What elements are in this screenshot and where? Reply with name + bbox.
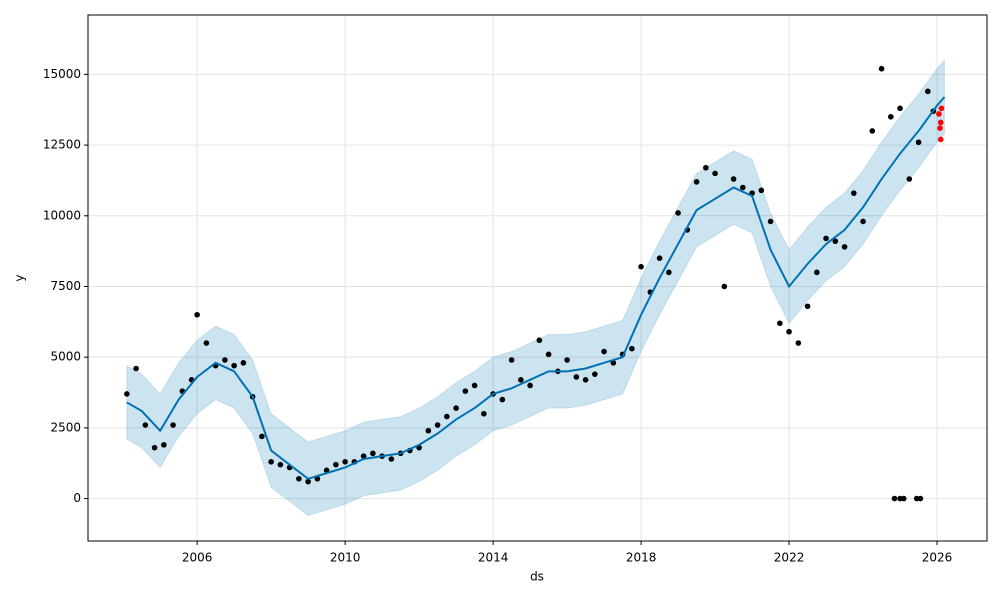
data-point xyxy=(425,427,432,434)
data-point xyxy=(758,187,765,194)
y-tick-label: 2500 xyxy=(50,420,81,434)
data-point xyxy=(638,263,644,270)
data-point xyxy=(240,360,247,366)
y-tick-label: 12500 xyxy=(43,138,81,152)
data-point xyxy=(814,269,820,276)
y-tick-label: 10000 xyxy=(43,208,81,222)
data-point xyxy=(527,382,533,389)
data-point xyxy=(370,450,376,457)
y-tick-label: 0 xyxy=(73,491,81,505)
data-point xyxy=(703,164,709,171)
data-point xyxy=(305,478,311,485)
data-point xyxy=(936,111,942,117)
data-point xyxy=(360,453,367,459)
data-point xyxy=(878,65,885,72)
data-point xyxy=(891,495,898,502)
x-axis-label: ds xyxy=(530,570,544,584)
data-point xyxy=(786,328,792,335)
x-tick-label: 2022 xyxy=(774,551,805,565)
data-point xyxy=(142,422,149,428)
data-point xyxy=(203,340,210,346)
forecast-line xyxy=(126,96,946,480)
y-tick-label: 5000 xyxy=(50,350,81,364)
data-point xyxy=(582,377,589,383)
data-point xyxy=(823,235,829,242)
data-point xyxy=(740,184,746,191)
x-tick-label: 2014 xyxy=(478,551,509,565)
data-point xyxy=(906,176,913,182)
data-point xyxy=(841,244,848,250)
data-point xyxy=(917,495,924,502)
data-point xyxy=(832,238,839,245)
data-point xyxy=(536,337,543,344)
data-point xyxy=(194,311,200,318)
data-point xyxy=(471,382,478,389)
data-point xyxy=(730,176,737,182)
data-point xyxy=(888,114,894,120)
data-point xyxy=(124,391,130,397)
data-point xyxy=(937,136,944,143)
data-point xyxy=(693,179,700,185)
data-point xyxy=(851,190,857,196)
data-point xyxy=(938,105,945,112)
data-point xyxy=(900,495,907,502)
data-point xyxy=(860,218,866,225)
data-point xyxy=(915,139,922,146)
data-point xyxy=(767,218,774,225)
data-point xyxy=(629,345,635,352)
data-point xyxy=(545,351,552,358)
data-point xyxy=(333,461,339,468)
data-point xyxy=(675,210,681,216)
data-point xyxy=(296,475,302,482)
data-point xyxy=(342,459,348,465)
data-point xyxy=(897,105,903,112)
data-point xyxy=(666,269,672,276)
data-point xyxy=(388,456,395,462)
data-point xyxy=(573,374,580,380)
uncertainty-band xyxy=(126,58,945,517)
data-point xyxy=(259,433,265,440)
data-point xyxy=(804,303,811,310)
data-point xyxy=(795,340,802,346)
data-point xyxy=(133,365,139,372)
data-point xyxy=(434,422,441,428)
x-tick-label: 2018 xyxy=(626,551,657,565)
x-tick-label: 2006 xyxy=(182,551,213,565)
data-point xyxy=(231,362,237,369)
data-point xyxy=(712,170,718,177)
x-tick-label: 2010 xyxy=(330,551,361,565)
data-point xyxy=(444,413,450,420)
data-point xyxy=(222,357,228,363)
data-point xyxy=(937,125,943,131)
data-point xyxy=(277,461,284,468)
data-point xyxy=(481,410,487,417)
data-point xyxy=(268,459,274,465)
data-point xyxy=(453,405,459,411)
data-point xyxy=(869,128,876,134)
data-point xyxy=(592,371,598,377)
data-point xyxy=(777,320,783,327)
data-point xyxy=(508,357,515,363)
y-tick-label: 7500 xyxy=(50,279,81,293)
data-point xyxy=(721,283,728,290)
data-point xyxy=(925,88,931,95)
x-tick-label: 2026 xyxy=(922,551,953,565)
data-point xyxy=(564,357,570,363)
data-point xyxy=(462,388,469,394)
data-point xyxy=(170,422,176,428)
plot-frame xyxy=(87,14,988,542)
data-point xyxy=(161,442,167,448)
data-point xyxy=(151,444,158,451)
y-axis-label: y xyxy=(13,274,27,281)
data-point xyxy=(656,255,663,262)
data-point xyxy=(601,348,607,355)
y-tick-label: 15000 xyxy=(43,67,81,81)
data-point xyxy=(937,119,944,126)
data-point xyxy=(518,377,524,383)
data-point xyxy=(499,396,506,403)
